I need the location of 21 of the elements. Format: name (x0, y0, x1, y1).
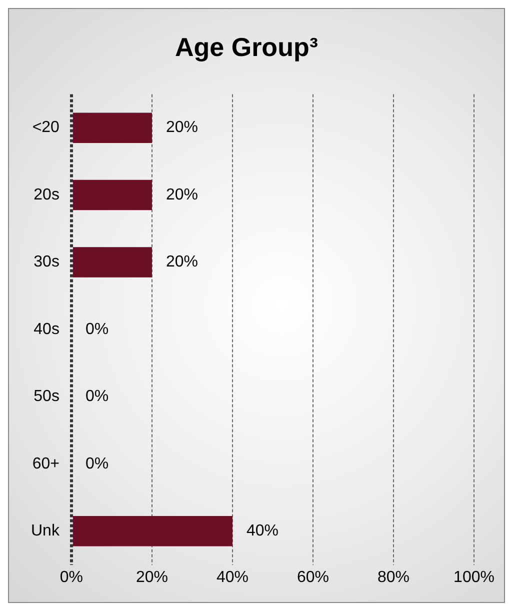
x-tick-label: 100% (454, 568, 494, 586)
x-tick-label: 60% (296, 568, 329, 586)
y-tick-label: 40s (34, 320, 60, 338)
y-tick-label: 30s (34, 254, 60, 271)
x-tick-label: 40% (216, 568, 248, 586)
data-label: 20% (166, 254, 198, 271)
y-tick-label: <20 (32, 119, 60, 136)
chart-title: Age Group³ (175, 32, 318, 62)
y-tick-label: Unk (31, 522, 60, 540)
data-label: 20% (166, 186, 198, 204)
data-label: 40% (246, 522, 279, 540)
x-tick-label: 80% (377, 568, 410, 586)
data-label: 20% (166, 119, 198, 136)
y-tick-label: 20s (34, 186, 60, 204)
x-tick-label: 0% (60, 568, 84, 586)
data-label: 0% (85, 320, 109, 338)
data-label: 0% (85, 455, 109, 472)
y-tick-label: 50s (34, 388, 60, 406)
data-label: 0% (85, 388, 109, 406)
y-tick-label: 60+ (32, 455, 60, 472)
x-tick-label: 20% (136, 568, 168, 586)
